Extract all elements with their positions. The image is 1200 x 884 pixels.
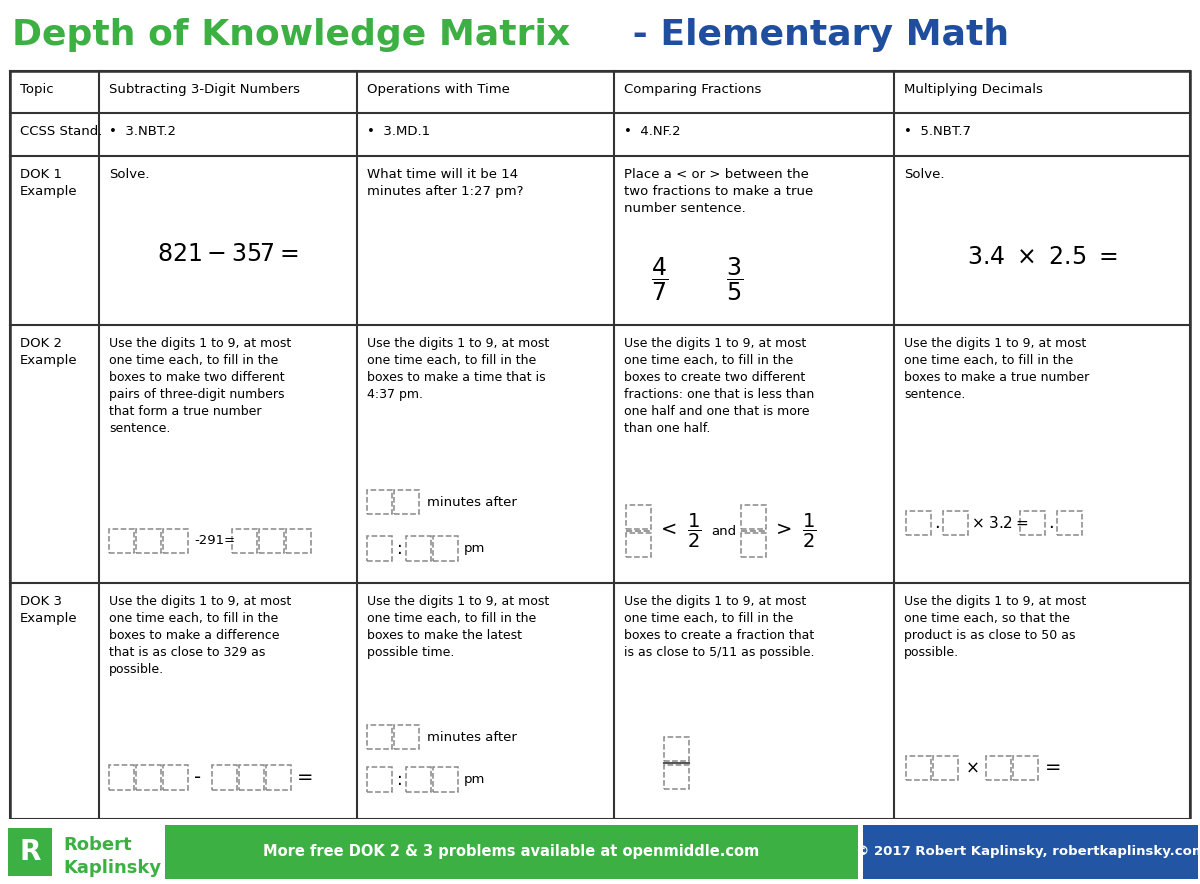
Text: Use the digits 1 to 9, at most
one time each, so that the
product is as close to: Use the digits 1 to 9, at most one time … xyxy=(904,595,1086,659)
Bar xyxy=(367,725,391,750)
Bar xyxy=(664,736,689,760)
Bar xyxy=(109,529,134,553)
Text: What time will it be 14
minutes after 1:27 pm?: What time will it be 14 minutes after 1:… xyxy=(367,168,523,198)
Bar xyxy=(163,765,188,789)
Text: Comparing Fractions: Comparing Fractions xyxy=(624,83,762,95)
Text: $\dfrac{4}{7}$: $\dfrac{4}{7}$ xyxy=(650,255,667,302)
Text: Depth of Knowledge Matrix: Depth of Knowledge Matrix xyxy=(12,19,570,52)
Bar xyxy=(10,71,1190,819)
Text: $<\ \dfrac{1}{2}$: $<\ \dfrac{1}{2}$ xyxy=(658,513,702,551)
Text: DOK 3
Example: DOK 3 Example xyxy=(19,595,77,625)
Text: Place a < or > between the
two fractions to make a true
number sentence.: Place a < or > between the two fractions… xyxy=(624,168,814,215)
Bar xyxy=(367,490,391,514)
Bar xyxy=(943,511,968,535)
Text: •  3.MD.1: • 3.MD.1 xyxy=(367,126,430,139)
Text: Use the digits 1 to 9, at most
one time each, to fill in the
boxes to make a dif: Use the digits 1 to 9, at most one time … xyxy=(109,595,292,676)
Text: Use the digits 1 to 9, at most
one time each, to fill in the
boxes to make the l: Use the digits 1 to 9, at most one time … xyxy=(367,595,550,659)
Text: $\times\ 3.2=$: $\times\ 3.2=$ xyxy=(971,514,1028,530)
Bar xyxy=(1013,756,1038,780)
Text: Topic: Topic xyxy=(19,83,53,95)
Bar xyxy=(163,529,188,553)
Text: $\dfrac{3}{5}$: $\dfrac{3}{5}$ xyxy=(726,255,743,302)
Text: Solve.: Solve. xyxy=(109,168,150,181)
Text: •  4.NF.2: • 4.NF.2 xyxy=(624,126,680,139)
Bar xyxy=(287,529,311,553)
Text: =: = xyxy=(1045,758,1062,777)
Text: :: : xyxy=(397,771,402,789)
Text: Use the digits 1 to 9, at most
one time each, to fill in the
boxes to make a tru: Use the digits 1 to 9, at most one time … xyxy=(904,337,1090,400)
Bar xyxy=(906,756,931,780)
Text: - Elementary Math: - Elementary Math xyxy=(620,19,1009,52)
Bar xyxy=(212,765,238,789)
Bar xyxy=(742,506,766,530)
Bar xyxy=(394,490,419,514)
Bar xyxy=(109,765,134,789)
Bar xyxy=(433,537,457,560)
Bar xyxy=(906,511,931,535)
Text: Solve.: Solve. xyxy=(904,168,944,181)
Text: $3.4\ \times\ 2.5\ =$: $3.4\ \times\ 2.5\ =$ xyxy=(967,245,1117,269)
Text: Use the digits 1 to 9, at most
one time each, to fill in the
boxes to create a f: Use the digits 1 to 9, at most one time … xyxy=(624,595,815,659)
Bar xyxy=(626,533,652,558)
Text: and: and xyxy=(712,525,737,537)
Bar xyxy=(367,537,391,560)
Bar xyxy=(8,827,52,876)
Bar xyxy=(406,537,431,560)
Text: -: - xyxy=(194,768,202,787)
Text: Robert: Robert xyxy=(64,836,132,854)
Text: pm: pm xyxy=(463,774,485,786)
Text: =: = xyxy=(298,768,314,787)
Text: DOK 2
Example: DOK 2 Example xyxy=(19,337,77,367)
Text: DOK 1
Example: DOK 1 Example xyxy=(19,168,77,198)
Text: .: . xyxy=(1048,514,1054,532)
Text: CCSS Stand.: CCSS Stand. xyxy=(19,126,102,139)
Bar xyxy=(986,756,1012,780)
Text: More free DOK 2 & 3 problems available at openmiddle.com: More free DOK 2 & 3 problems available a… xyxy=(263,844,760,859)
Text: R: R xyxy=(19,838,41,866)
Text: Subtracting 3-Digit Numbers: Subtracting 3-Digit Numbers xyxy=(109,83,300,95)
Text: •  3.NBT.2: • 3.NBT.2 xyxy=(109,126,176,139)
Bar xyxy=(137,529,161,553)
Text: minutes after: minutes after xyxy=(427,730,517,743)
Text: $\times$: $\times$ xyxy=(965,758,979,777)
Text: Use the digits 1 to 9, at most
one time each, to fill in the
boxes to make a tim: Use the digits 1 to 9, at most one time … xyxy=(367,337,550,400)
Bar xyxy=(934,756,958,780)
Bar xyxy=(406,767,431,792)
Text: .: . xyxy=(934,514,940,532)
Bar xyxy=(394,725,419,750)
Bar xyxy=(137,765,161,789)
Text: pm: pm xyxy=(463,542,485,555)
Bar xyxy=(626,506,652,530)
Text: •  5.NBT.7: • 5.NBT.7 xyxy=(904,126,971,139)
Bar xyxy=(1020,511,1045,535)
Bar xyxy=(367,767,391,792)
Text: Use the digits 1 to 9, at most
one time each, to fill in the
boxes to make two d: Use the digits 1 to 9, at most one time … xyxy=(109,337,292,435)
Bar xyxy=(259,529,284,553)
Text: Kaplinsky: Kaplinsky xyxy=(64,859,162,877)
Bar xyxy=(266,765,292,789)
Text: © 2017 Robert Kaplinsky, robertkaplinsky.com: © 2017 Robert Kaplinsky, robertkaplinsky… xyxy=(856,845,1200,858)
Text: :: : xyxy=(397,539,402,558)
Text: Multiplying Decimals: Multiplying Decimals xyxy=(904,83,1043,95)
Text: Operations with Time: Operations with Time xyxy=(367,83,510,95)
Bar xyxy=(166,825,858,879)
Bar xyxy=(239,765,264,789)
Bar xyxy=(433,767,457,792)
Bar xyxy=(742,533,766,558)
Text: minutes after: minutes after xyxy=(427,496,517,508)
Text: -291=: -291= xyxy=(194,534,235,547)
Text: $821 - 357 =$: $821 - 357 =$ xyxy=(157,242,299,266)
Text: $>\ \dfrac{1}{2}$: $>\ \dfrac{1}{2}$ xyxy=(772,513,817,551)
Bar xyxy=(0,819,1200,884)
Text: Use the digits 1 to 9, at most
one time each, to fill in the
boxes to create two: Use the digits 1 to 9, at most one time … xyxy=(624,337,815,435)
Bar xyxy=(664,765,689,789)
Bar xyxy=(233,529,257,553)
Bar xyxy=(1057,511,1082,535)
Bar xyxy=(863,825,1198,879)
